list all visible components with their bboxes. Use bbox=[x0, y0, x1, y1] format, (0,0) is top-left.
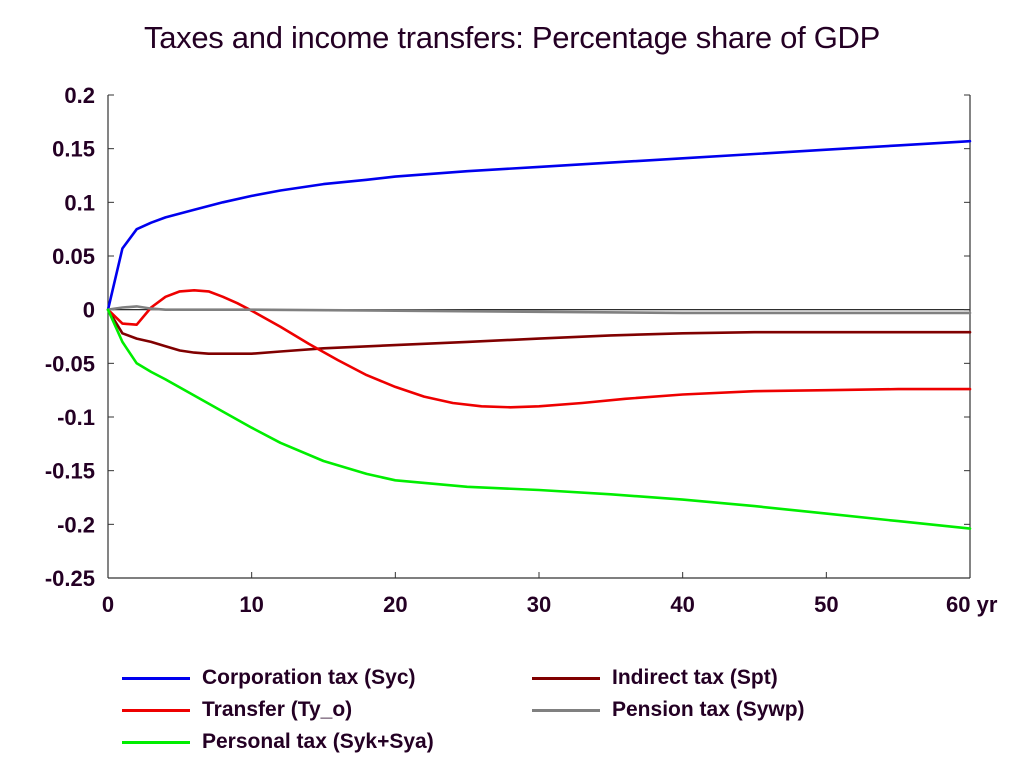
y-tick-label: -0.05 bbox=[45, 351, 95, 376]
x-tick-label: 30 bbox=[527, 592, 551, 617]
tick-labels: 0.2 0.15 0.1 0.05 0 -0.05 -0.1 -0.15 -0.2 -0.25 0 1… bbox=[45, 83, 998, 617]
y-tick-label: -0.2 bbox=[57, 512, 95, 537]
series-line-pension-tax-sywp bbox=[106, 305, 972, 315]
x-tick-label: 10 bbox=[239, 592, 263, 617]
y-tick-label: -0.25 bbox=[45, 566, 95, 591]
series-line-corporation-tax-syc bbox=[106, 139, 972, 312]
chart-title: Taxes and income transfers: Percentage s… bbox=[144, 20, 880, 55]
y-tick-label: -0.1 bbox=[57, 405, 95, 430]
y-tick-label: -0.15 bbox=[45, 459, 95, 484]
x-tick-label: 20 bbox=[383, 592, 407, 617]
y-tick-label: 0.1 bbox=[64, 190, 95, 215]
x-tick-label: 40 bbox=[670, 592, 694, 617]
series-line-personal-tax-syk-sya bbox=[106, 308, 972, 530]
series-lines bbox=[106, 139, 972, 530]
x-tick-label: 60 yr bbox=[946, 592, 998, 617]
y-tick-label: 0.2 bbox=[64, 83, 95, 108]
y-tick-label: 0.15 bbox=[52, 137, 95, 162]
y-tick-label: 0.05 bbox=[52, 244, 95, 269]
x-tick-label: 50 bbox=[814, 592, 838, 617]
x-tick-label: 0 bbox=[102, 592, 114, 617]
series-line-indirect-tax-spt bbox=[106, 308, 972, 356]
series-line-transfer-ty-o bbox=[106, 288, 972, 409]
y-tick-label: 0 bbox=[83, 298, 95, 323]
